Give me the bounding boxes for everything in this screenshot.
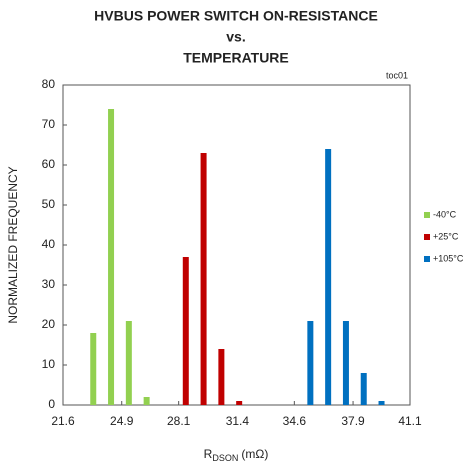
y-tick-label: 60 <box>42 157 56 171</box>
x-axis-label: RDSON (mΩ) <box>204 447 269 463</box>
y-tick-label: 0 <box>48 397 55 411</box>
bar <box>182 257 189 405</box>
legend-label: +25°C <box>433 231 459 241</box>
bar <box>125 321 132 405</box>
bar <box>360 373 367 405</box>
y-axis-label: NORMALIZED FREQUENCY <box>6 166 20 323</box>
x-tick-label: 31.4 <box>226 414 250 428</box>
x-axis-label-unit: (mΩ) <box>241 447 268 461</box>
x-tick-label: 34.6 <box>283 414 307 428</box>
bar <box>378 401 385 405</box>
bar <box>90 333 97 405</box>
x-tick-label: 21.6 <box>51 414 75 428</box>
bar <box>143 397 150 405</box>
bar <box>236 401 243 405</box>
x-tick-label: 37.9 <box>341 414 365 428</box>
y-tick-label: 70 <box>42 117 56 131</box>
y-tick-label: 40 <box>42 237 56 251</box>
y-tick-label: 50 <box>42 197 56 211</box>
legend-swatch <box>424 256 430 262</box>
bar <box>108 109 115 405</box>
chart-title: vs. <box>226 29 245 45</box>
chart-title: HVBUS POWER SWITCH ON-RESISTANCE <box>94 8 378 24</box>
annotation: toc01 <box>386 70 408 80</box>
plot-frame <box>62 84 411 406</box>
y-tick-label: 20 <box>42 317 56 331</box>
legend-swatch <box>424 212 430 218</box>
bar <box>200 153 207 405</box>
bar <box>342 321 349 405</box>
bar <box>307 321 314 405</box>
legend-swatch <box>424 234 430 240</box>
bar <box>218 349 225 405</box>
chart-title: TEMPERATURE <box>183 50 289 66</box>
x-axis-label-main: R <box>204 447 213 461</box>
legend-label: +105°C <box>433 253 464 263</box>
x-tick-label: 28.1 <box>167 414 191 428</box>
legend-label: -40°C <box>433 209 457 219</box>
x-tick-label: 24.9 <box>110 414 134 428</box>
y-tick-label: 30 <box>42 277 56 291</box>
y-tick-label: 10 <box>42 357 56 371</box>
x-axis-label-sub: DSON <box>212 453 238 463</box>
bar <box>325 149 332 405</box>
y-tick-label: 80 <box>42 77 56 91</box>
x-tick-label: 41.1 <box>398 414 422 428</box>
